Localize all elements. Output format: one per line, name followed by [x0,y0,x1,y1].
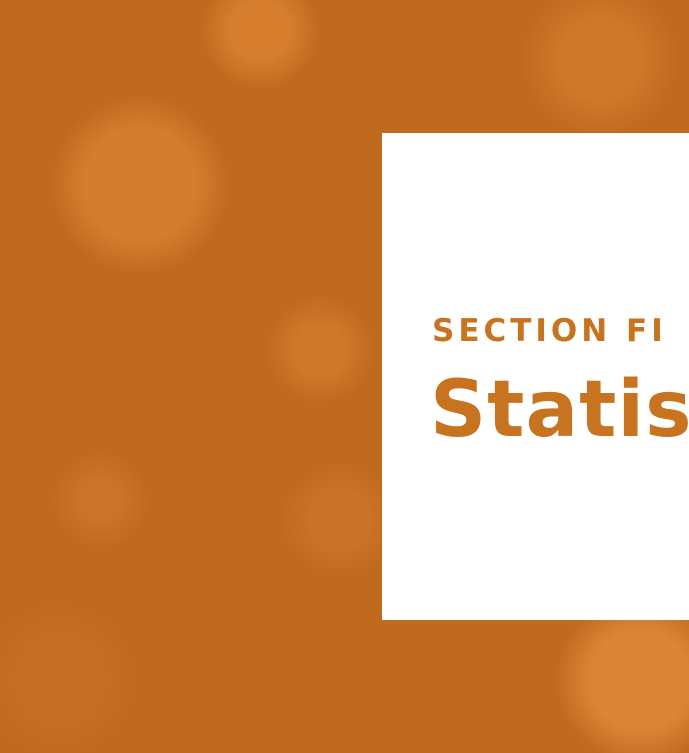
section-title: Statist [430,365,689,455]
title-card: SECTION FI Statist [382,133,689,620]
section-label: SECTION FI [432,313,667,349]
